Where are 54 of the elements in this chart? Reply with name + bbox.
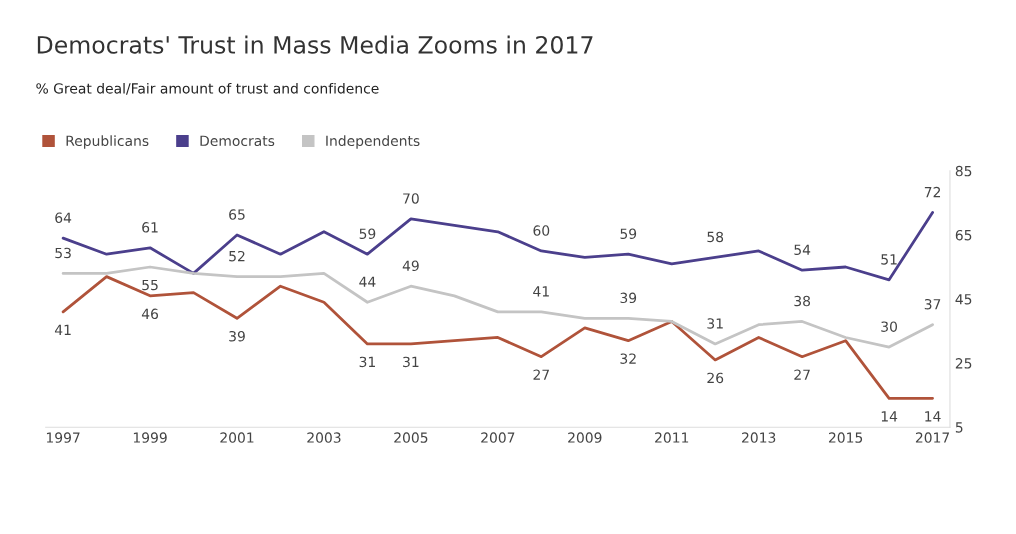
data-label: 14 xyxy=(925,411,941,422)
data-label: 64 xyxy=(55,212,72,223)
data-label: 52 xyxy=(229,250,245,262)
data-label: 60 xyxy=(533,225,550,236)
x-tick-label: 2001 xyxy=(220,432,254,443)
data-label: 55 xyxy=(142,279,158,291)
data-label: 49 xyxy=(402,260,419,272)
legend-label: Republicans xyxy=(66,135,149,149)
x-tick-label: 2003 xyxy=(307,432,341,443)
y-tick-label: 85 xyxy=(955,165,972,177)
data-label: 39 xyxy=(229,331,245,342)
data-label: 31 xyxy=(403,356,419,368)
data-label: 59 xyxy=(359,228,376,239)
data-label: 30 xyxy=(881,321,898,332)
data-label: 26 xyxy=(707,372,724,384)
data-label: 59 xyxy=(620,228,637,239)
y-tick-label: 25 xyxy=(955,358,972,369)
x-tick-label: 2007 xyxy=(481,432,515,443)
data-label: 38 xyxy=(794,295,811,307)
legend-label: Democrats xyxy=(200,135,275,147)
x-tick-label: 1997 xyxy=(46,432,80,443)
data-label: 14 xyxy=(881,411,898,422)
data-label: 65 xyxy=(229,209,245,220)
data-label: 54 xyxy=(794,244,811,256)
y-tick-label: 5 xyxy=(955,422,963,433)
data-label: 41 xyxy=(54,324,71,335)
x-tick-label: 2011 xyxy=(655,432,689,443)
x-tick-label: 2013 xyxy=(742,432,776,443)
data-label: 61 xyxy=(142,222,158,233)
data-label: 72 xyxy=(924,186,941,198)
data-label: 58 xyxy=(707,231,724,243)
x-tick-label: 2005 xyxy=(394,432,428,443)
data-label: 31 xyxy=(707,318,723,329)
x-tick-label: 2015 xyxy=(828,432,863,443)
data-label: 44 xyxy=(359,276,376,287)
data-label: 27 xyxy=(794,369,810,380)
data-label: 41 xyxy=(533,286,549,297)
x-tick-label: 2009 xyxy=(568,432,602,443)
data-label: 37 xyxy=(924,298,941,310)
data-label: 32 xyxy=(620,353,636,364)
chart-subtitle: % Great deal/Fair amount of trust and confidence xyxy=(36,82,379,95)
chart-title: Democrats' Trust in Mass Media Zooms in 2017 xyxy=(37,35,593,54)
data-label: 70 xyxy=(403,193,419,204)
data-label: 53 xyxy=(55,247,71,259)
x-tick-label: 1999 xyxy=(133,432,167,443)
x-tick-label: 2017 xyxy=(915,432,950,443)
data-label: 31 xyxy=(359,356,375,368)
y-tick-label: 45 xyxy=(955,294,972,305)
y-tick-label: 65 xyxy=(955,229,972,241)
data-label: 27 xyxy=(533,369,549,380)
data-label: 51 xyxy=(881,254,897,265)
data-label: 39 xyxy=(620,292,637,304)
data-label: 46 xyxy=(141,308,159,320)
legend-label: Independents xyxy=(326,135,420,149)
